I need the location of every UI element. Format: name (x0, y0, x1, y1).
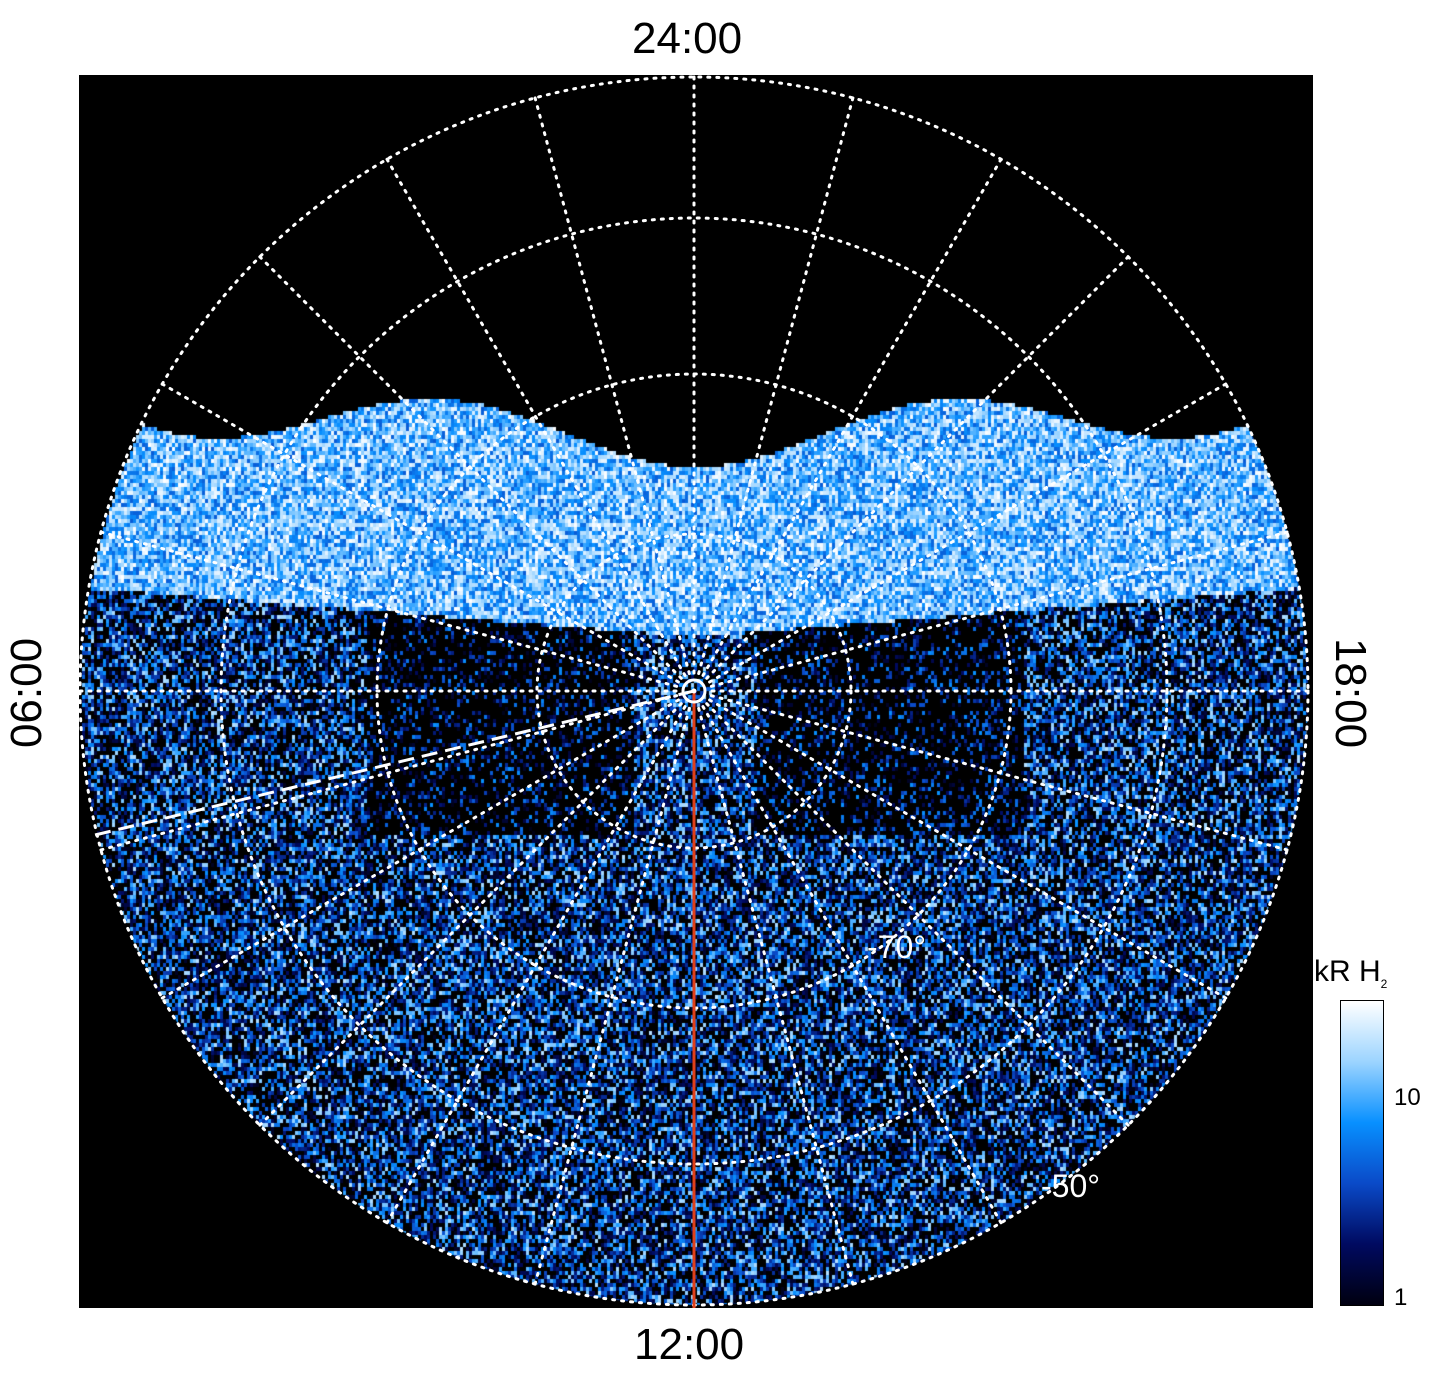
time-label-12: 12:00 (634, 1320, 745, 1369)
meridian-line (701, 157, 1003, 677)
meridian-line (533, 706, 691, 1286)
meridian-line (701, 705, 1003, 1225)
meridian-line (258, 255, 683, 680)
polar-plot: -70° -50° (79, 75, 1313, 1308)
colorbar-tick-10: 10 (1394, 1084, 1421, 1111)
meridian-line (99, 694, 679, 852)
latitude-label: -70° (867, 929, 926, 965)
meridian-line (709, 530, 1289, 688)
time-label-06: 06:00 (2, 637, 52, 749)
meridian-line (160, 382, 680, 684)
meridian-line (705, 702, 1130, 1127)
time-label-24: 24:00 (632, 14, 743, 63)
grid-overlay: -70° -50° (79, 75, 1310, 1308)
meridian-line (708, 698, 1228, 1000)
meridian-line (533, 96, 691, 676)
pole-dot (691, 688, 697, 694)
colorbar-tick-1: 1 (1394, 1284, 1408, 1311)
time-label-18: 18:00 (1326, 637, 1376, 749)
meridian-line (160, 698, 680, 1000)
colorbar (1340, 1000, 1384, 1306)
latitude-ring (219, 216, 1169, 1166)
meridian-line (709, 694, 1289, 852)
pole-marker (681, 678, 707, 704)
meridian-line (697, 706, 855, 1286)
meridian-line (708, 382, 1228, 684)
latitude-label: -50° (1041, 1168, 1100, 1204)
meridian-line (705, 255, 1130, 680)
meridian-line (385, 705, 687, 1225)
meridian-line (697, 96, 855, 676)
dashed-line (94, 689, 695, 837)
colorbar-title: kR H2 (1314, 955, 1388, 991)
meridian-line (385, 157, 687, 677)
meridian-line (258, 702, 683, 1127)
meridian-line (99, 530, 679, 688)
